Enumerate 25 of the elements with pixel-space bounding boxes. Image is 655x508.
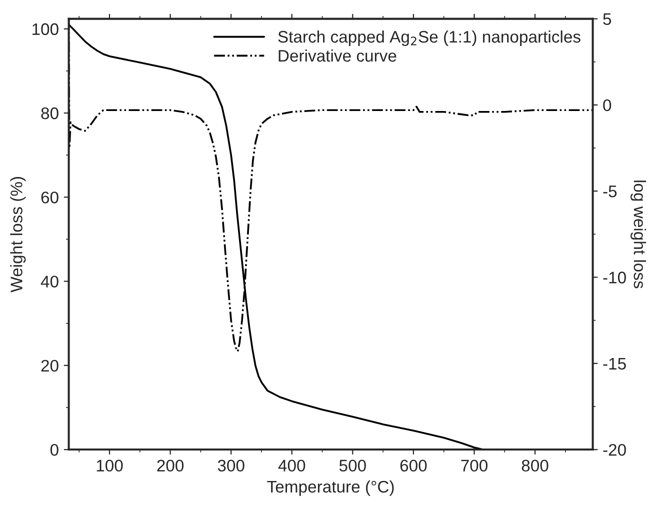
y-tick-label: 0 bbox=[50, 444, 58, 456]
legend-label: Derivative curve bbox=[278, 49, 396, 62]
y2-tick-label: 5 bbox=[603, 13, 612, 25]
x-tick-label: 100 bbox=[96, 460, 123, 472]
y2-tick-label: -5 bbox=[603, 186, 617, 198]
y2-tick-label: -10 bbox=[603, 272, 626, 284]
y2-tick-label: 0 bbox=[603, 99, 612, 112]
y-tick-label: 100 bbox=[32, 23, 58, 36]
x-axis-title: Temperature (°C) bbox=[267, 480, 394, 496]
y-tick-label: 80 bbox=[41, 107, 58, 120]
y2-tick-label: -20 bbox=[603, 444, 626, 456]
y-axis-title: Weight loss (%) bbox=[10, 177, 26, 292]
y-tick-label: 20 bbox=[41, 360, 58, 372]
x-tick-label: 600 bbox=[400, 460, 427, 472]
x-tick-label: 300 bbox=[218, 460, 244, 472]
x-tick-label: 700 bbox=[461, 460, 488, 472]
y2-axis-title: log weight loss bbox=[630, 180, 646, 288]
legend-label: Starch capped Ag$_{2}$Se (1:1) nanoparticles bbox=[278, 30, 580, 46]
x-tick-label: 500 bbox=[339, 460, 366, 472]
x-tick-label: 400 bbox=[278, 460, 306, 472]
y2-tick-label: -15 bbox=[603, 358, 626, 370]
y-tick-label: 60 bbox=[41, 192, 58, 204]
y-tick-label: 40 bbox=[40, 276, 58, 288]
x-tick-label: 200 bbox=[157, 460, 184, 472]
x-tick-label: 800 bbox=[522, 460, 548, 472]
